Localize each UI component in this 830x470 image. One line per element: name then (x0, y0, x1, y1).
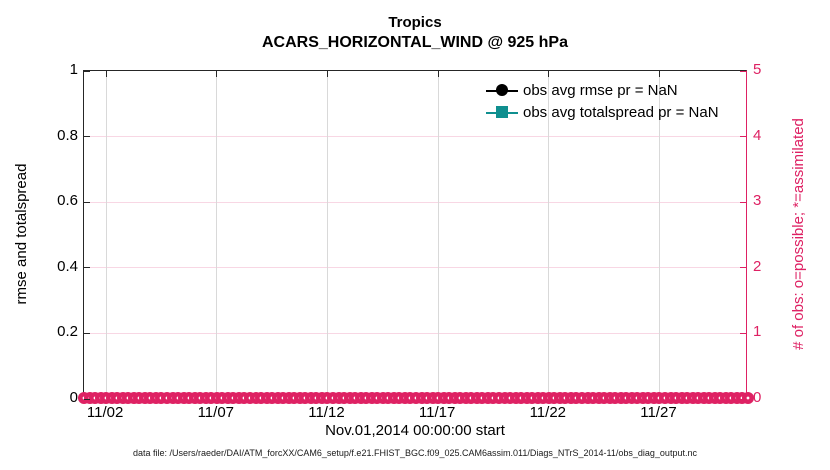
right-tick-label: 0 (753, 389, 762, 406)
left-tick-label: 0.8 (57, 126, 78, 144)
h-gridline (84, 332, 746, 334)
legend-label: obs avg totalspread pr = NaN (523, 103, 719, 121)
left-tick-mark (84, 136, 90, 138)
x-tick-label: 11/17 (418, 404, 456, 421)
x-tick-label: 11/02 (86, 404, 124, 421)
v-gridline (326, 71, 328, 397)
top-tick-mark (105, 71, 107, 77)
legend-circle-marker-icon (496, 84, 508, 96)
right-tick-label: 3 (753, 192, 762, 210)
right-tick-mark (740, 201, 746, 203)
left-tick-label: 1 (69, 61, 78, 78)
v-gridline (105, 71, 107, 397)
top-tick-mark (216, 71, 218, 77)
x-tick-label: 11/07 (197, 404, 235, 421)
top-tick-mark (437, 71, 439, 77)
data-file-caption: data file: /Users/raeder/DAI/ATM_forcXX/… (133, 448, 697, 458)
legend-sample (486, 105, 518, 119)
top-tick-mark (658, 71, 660, 77)
plot-title: Tropics (388, 14, 442, 31)
plot-subtitle: ACARS_HORIZONTAL_WIND @ 925 hPa (261, 34, 568, 51)
v-gridline (548, 71, 550, 397)
left-tick-label: 0.6 (57, 192, 78, 210)
right-tick-mark (740, 136, 746, 138)
x-tick-label: 11/27 (640, 404, 677, 421)
top-tick-mark (326, 71, 328, 77)
h-gridline (84, 136, 746, 138)
h-gridline (84, 201, 746, 203)
top-tick-mark (548, 71, 550, 77)
legend-item: obs avg totalspread pr = NaN (486, 101, 719, 123)
v-gridline (437, 71, 439, 397)
x-tick-label: 11/12 (308, 404, 345, 421)
right-tick-label: 1 (753, 323, 762, 341)
x-axis-label: Nov.01,2014 00:00:00 start (325, 422, 505, 439)
v-gridline (658, 71, 660, 397)
left-tick-label: 0.4 (57, 257, 78, 275)
left-tick-label: 0 (69, 389, 78, 406)
right-tick-mark (740, 398, 746, 400)
right-tick-mark (740, 70, 746, 72)
left-tick-mark (84, 201, 90, 203)
legend-item: obs avg rmse pr = NaN (486, 79, 719, 101)
right-tick-mark (740, 332, 746, 334)
legend-label: obs avg rmse pr = NaN (523, 81, 678, 99)
obs-count-marker-band (78, 71, 754, 404)
v-gridline (216, 71, 218, 397)
h-gridline (84, 267, 746, 269)
left-tick-mark (84, 398, 90, 400)
left-axis-label: rmse and totalspread (13, 163, 30, 305)
right-tick-mark (740, 267, 746, 269)
right-tick-label: 5 (753, 61, 762, 78)
left-tick-mark (84, 70, 90, 72)
plot-area: obs avg rmse pr = NaN obs avg totalspread… (78, 70, 754, 404)
obs-count-dot (742, 391, 754, 404)
left-tick-mark (84, 332, 90, 334)
right-tick-label: 2 (753, 257, 762, 275)
x-tick-label: 11/22 (529, 404, 567, 421)
left-tick-mark (84, 267, 90, 269)
right-tick-label: 4 (753, 126, 762, 144)
legend-sample (486, 83, 518, 97)
legend: obs avg rmse pr = NaN obs avg totalspread… (486, 79, 719, 123)
legend-square-marker-icon (496, 106, 508, 118)
left-tick-label: 0.2 (57, 323, 78, 341)
